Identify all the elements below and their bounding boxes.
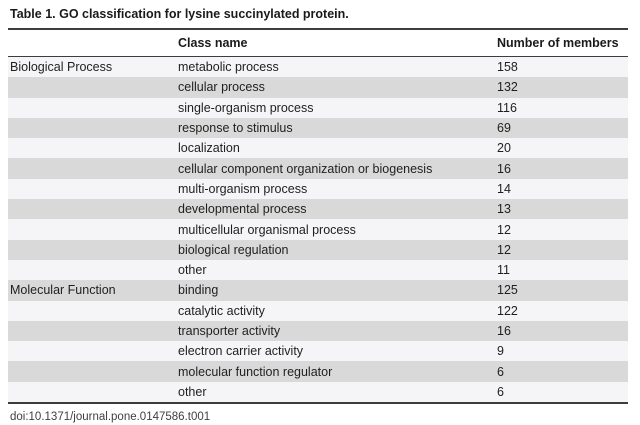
category-cell	[8, 361, 178, 381]
class-name-cell: cellular component organization or bioge…	[178, 161, 433, 176]
class-name-cell: metabolic process	[178, 60, 279, 75]
header-members: Number of members	[497, 29, 628, 57]
category-cell	[8, 98, 178, 118]
table-row: cellular process 132	[8, 77, 628, 98]
table-row: cellular component organization or bioge…	[8, 158, 628, 179]
members-cell: 132	[497, 80, 518, 95]
table-row: electron carrier activity 9	[8, 341, 628, 362]
table-row: other 11	[8, 259, 628, 281]
category-cell	[8, 179, 178, 199]
members-cell: 122	[497, 303, 518, 318]
category-cell	[8, 77, 178, 97]
members-cell: 6	[497, 384, 504, 399]
table-row: single-organism process 116	[8, 97, 628, 118]
table-title: Table 1. GO classification for lysine su…	[10, 7, 349, 21]
class-name-cell: transporter activity	[178, 324, 281, 338]
table-row: Molecular Function binding 125	[8, 280, 628, 301]
class-name-cell: binding	[178, 283, 219, 298]
table-row: catalytic activity 122	[8, 300, 628, 321]
class-name-cell: other	[178, 263, 207, 278]
category-cell: Biological Process	[10, 60, 113, 75]
members-cell: 125	[497, 283, 518, 298]
category-cell	[8, 158, 178, 178]
class-name-cell: biological regulation	[178, 242, 289, 257]
category-cell	[8, 118, 178, 138]
header-category	[8, 29, 178, 57]
members-cell: 12	[497, 242, 511, 257]
class-name-cell: cellular process	[178, 80, 265, 95]
class-name-cell: multi-organism process	[178, 181, 308, 196]
header-row: Class name Number of members	[8, 29, 628, 57]
members-cell: 16	[497, 324, 511, 338]
members-cell: 13	[497, 202, 511, 217]
class-name-cell: developmental process	[178, 202, 307, 217]
table-body: Biological Process metabolic process 158 ce…	[8, 56, 628, 404]
table-row: molecular function regulator 6	[8, 361, 628, 382]
table-row: other 6	[8, 381, 628, 404]
members-cell: 9	[497, 344, 504, 359]
members-cell: 158	[497, 60, 518, 75]
category-cell	[8, 199, 178, 219]
table-row: multi-organism process 14	[8, 178, 628, 200]
category-cell	[8, 240, 178, 260]
category-cell	[8, 341, 178, 361]
members-cell: 14	[497, 181, 511, 196]
members-cell: 16	[497, 161, 511, 176]
category-cell	[8, 382, 178, 403]
table-row: Biological Process metabolic process 158	[8, 56, 628, 78]
table-row: biological regulation 12	[8, 239, 628, 260]
table-row: transporter activity 16	[8, 320, 628, 342]
doi-caption: doi:10.1371/journal.pone.0147586.t001	[10, 411, 211, 424]
members-cell: 11	[497, 263, 510, 278]
members-cell: 12	[497, 222, 511, 237]
table-row: developmental process 13	[8, 199, 628, 220]
go-classification-table: Class name Number of members Biological …	[8, 28, 628, 405]
header-class-name: Class name	[178, 29, 497, 57]
class-name-cell: catalytic activity	[178, 303, 265, 318]
category-cell	[8, 138, 178, 158]
category-cell	[8, 219, 178, 239]
class-name-cell: multicellular organismal process	[178, 222, 356, 237]
members-cell: 69	[497, 121, 511, 136]
members-cell: 116	[497, 100, 517, 115]
table-row: response to stimulus 69	[8, 117, 628, 139]
class-name-cell: localization	[178, 141, 240, 156]
category-cell	[8, 321, 178, 341]
table-row: localization 20	[8, 138, 628, 159]
class-name-cell: molecular function regulator	[178, 364, 333, 379]
category-cell	[8, 301, 178, 321]
class-name-cell: other	[178, 384, 207, 399]
members-cell: 6	[497, 364, 504, 379]
class-name-cell: electron carrier activity	[178, 344, 304, 359]
class-name-cell: single-organism process	[178, 100, 314, 115]
table-row: multicellular organismal process 12	[8, 219, 628, 240]
class-name-cell: response to stimulus	[178, 121, 293, 136]
members-cell: 20	[497, 141, 511, 156]
category-cell	[8, 260, 178, 280]
category-cell: Molecular Function	[10, 283, 116, 298]
